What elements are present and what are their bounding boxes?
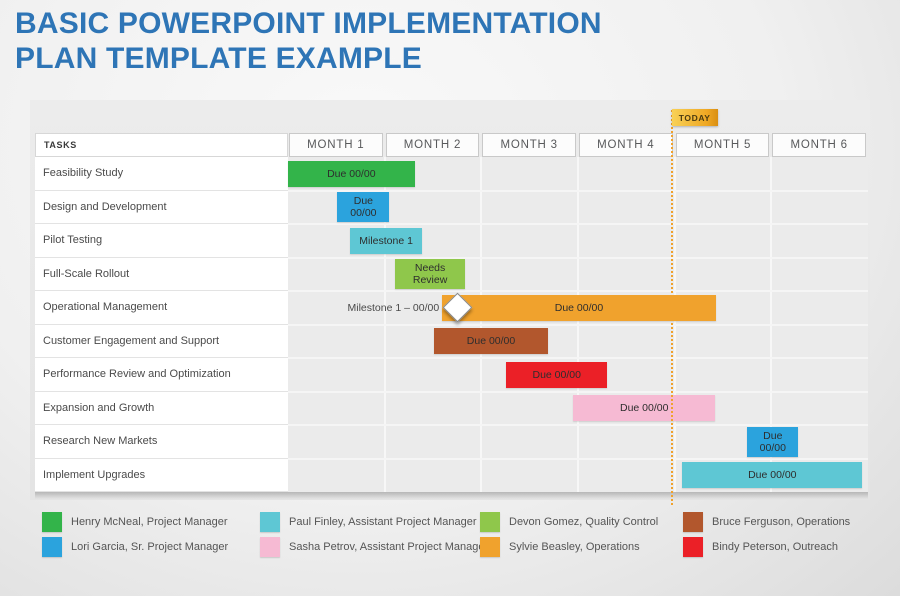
gantt-bar[interactable]: Due 00/00 bbox=[506, 361, 607, 388]
gantt-bar[interactable]: Due 00/00 bbox=[441, 294, 717, 321]
legend-item: Lori Garcia, Sr. Project Manager bbox=[42, 537, 228, 557]
legend-name: Devon Gomez, Quality Control bbox=[509, 516, 659, 528]
month-header: MONTH 5 bbox=[675, 133, 770, 157]
grid-row-line bbox=[288, 390, 868, 393]
legend-item: Sylvie Beasley, Operations bbox=[480, 537, 640, 557]
gantt-bar[interactable]: Due 00/00 bbox=[682, 462, 863, 489]
month-header: MONTH 1 bbox=[289, 133, 383, 157]
gantt-bar[interactable]: Due 00/00 bbox=[433, 328, 549, 355]
legend-item: Henry McNeal, Project Manager bbox=[42, 512, 228, 532]
task-label-cell: Expansion and Growth bbox=[35, 391, 288, 425]
legend-name: Bruce Ferguson, Operations bbox=[712, 516, 851, 528]
today-marker-line bbox=[670, 110, 673, 505]
legend-item: Paul Finley, Assistant Project Manager bbox=[260, 512, 477, 532]
tasks-column-header: TASKS bbox=[35, 133, 288, 157]
month-header: MONTH 6 bbox=[772, 133, 866, 157]
legend-color-swatch bbox=[480, 512, 500, 532]
task-label-cell: Performance Review and Optimization bbox=[35, 358, 288, 392]
legend-item: Devon Gomez, Quality Control bbox=[480, 512, 658, 532]
legend-color-swatch bbox=[42, 512, 62, 532]
legend-color-swatch bbox=[42, 537, 62, 557]
legend-name: Paul Finley, Assistant Project Manager bbox=[289, 516, 477, 528]
milestone-label: Milestone 1 – 00/00 bbox=[347, 301, 440, 314]
legend-name: Sylvie Beasley, Operations bbox=[509, 541, 640, 553]
grid-row-line bbox=[288, 457, 868, 460]
legend: Henry McNeal, Project Manager Lori Garcia… bbox=[0, 510, 900, 566]
month-header: MONTH 2 bbox=[385, 133, 480, 157]
page-title-line-2: PLAN TEMPLATE EXAMPLE bbox=[15, 42, 422, 75]
legend-item: Sasha Petrov, Assistant Project Manager bbox=[260, 537, 488, 557]
today-badge: TODAY bbox=[671, 109, 718, 126]
grid-row-line bbox=[288, 357, 868, 359]
table-shadow bbox=[35, 492, 868, 499]
legend-name: Bindy Peterson, Outreach bbox=[712, 541, 838, 553]
task-label-cell: Design and Development bbox=[35, 190, 288, 224]
gantt-chart: TASKS MONTH 1 MONTH 2 MONTH 3 MONTH 4 MONTH 5… bbox=[30, 100, 870, 505]
legend-item: Bruce Ferguson, Operations bbox=[683, 512, 850, 532]
task-label-cell: Implement Upgrades bbox=[35, 458, 288, 492]
legend-color-swatch bbox=[683, 512, 703, 532]
page-title-line-1: BASIC POWERPOINT IMPLEMENTATION bbox=[15, 7, 602, 40]
legend-name: Sasha Petrov, Assistant Project Manager bbox=[289, 541, 489, 553]
legend-item: Bindy Peterson, Outreach bbox=[683, 537, 838, 557]
legend-name: Lori Garcia, Sr. Project Manager bbox=[71, 541, 229, 553]
gantt-bar[interactable]: Needs Review bbox=[395, 259, 465, 290]
gantt-bar[interactable]: Due 00/00 bbox=[573, 395, 716, 422]
legend-color-swatch bbox=[480, 537, 500, 557]
month-header: MONTH 3 bbox=[482, 133, 576, 157]
task-label-cell: Research New Markets bbox=[35, 425, 288, 459]
grid-row-line bbox=[288, 323, 868, 326]
task-label-cell: Operational Management bbox=[35, 291, 288, 325]
task-label-cell: Feasibility Study bbox=[35, 157, 288, 191]
gantt-bar[interactable]: Due 00/00 bbox=[747, 426, 799, 457]
month-header: MONTH 4 bbox=[579, 133, 673, 157]
gantt-bar[interactable]: Due 00/00 bbox=[288, 160, 415, 187]
task-label-cell: Pilot Testing bbox=[35, 224, 288, 258]
task-label-cell: Customer Engagement and Support bbox=[35, 324, 288, 358]
legend-name: Henry McNeal, Project Manager bbox=[71, 516, 228, 528]
legend-color-swatch bbox=[260, 537, 280, 557]
gantt-bar[interactable]: Milestone 1 bbox=[349, 227, 423, 254]
page-title: BASIC POWERPOINT IMPLEMENTATION PLAN TEM… bbox=[15, 6, 602, 76]
grid-row-line bbox=[288, 424, 868, 426]
legend-color-swatch bbox=[683, 537, 703, 557]
grid-row-line bbox=[288, 256, 868, 259]
gantt-bar[interactable]: Due 00/00 bbox=[337, 192, 390, 223]
grid-row-line bbox=[288, 223, 868, 225]
grid-row-line bbox=[288, 189, 868, 192]
legend-color-swatch bbox=[260, 512, 280, 532]
grid-row-line bbox=[288, 290, 868, 292]
task-label-cell: Full-Scale Rollout bbox=[35, 257, 288, 291]
